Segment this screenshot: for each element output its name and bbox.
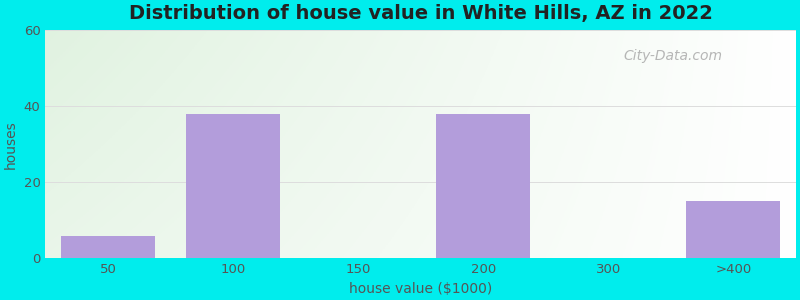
X-axis label: house value ($1000): house value ($1000)	[349, 282, 492, 296]
Bar	[61, 236, 155, 258]
Bar	[686, 201, 780, 258]
Title: Distribution of house value in White Hills, AZ in 2022: Distribution of house value in White Hil…	[129, 4, 713, 23]
Text: City-Data.com: City-Data.com	[623, 49, 722, 62]
Bar	[186, 114, 280, 258]
Y-axis label: houses: houses	[4, 120, 18, 169]
Bar	[436, 114, 530, 258]
